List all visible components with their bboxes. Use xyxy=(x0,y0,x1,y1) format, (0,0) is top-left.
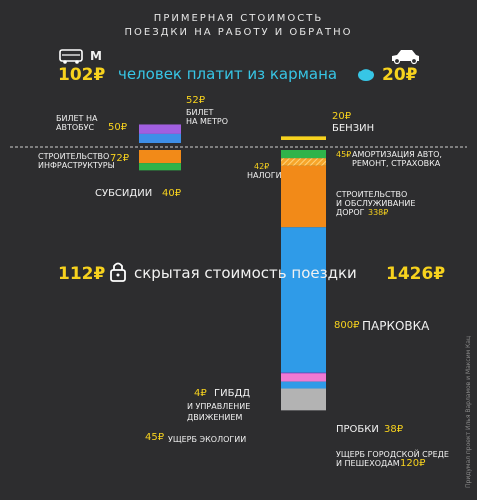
credits: Придумал проект Илья Варламов и Максим К… xyxy=(465,335,472,488)
bar-city_damage xyxy=(281,388,326,411)
ecology-label: УЩЕРБ ЭКОЛОГИИ xyxy=(168,435,247,444)
car-out-of-pocket-total: 20₽ xyxy=(382,65,418,85)
bar-infrastructure xyxy=(139,150,181,164)
metro-icon: М xyxy=(90,49,102,63)
car-icon xyxy=(392,50,419,65)
bar-parking xyxy=(281,227,326,373)
bar-subsidies xyxy=(139,163,181,171)
bar-roads xyxy=(281,165,326,228)
roads-value: 338₽ xyxy=(368,208,389,217)
ecology-value: 45₽ xyxy=(145,432,165,443)
bar-amortization xyxy=(281,150,326,159)
title-line-1: ПРИМЕРНАЯ СТОИМОСТЬ xyxy=(153,13,324,24)
out-of-pocket-label: человек платит из кармана xyxy=(118,65,338,83)
parking-label: ПАРКОВКА xyxy=(362,319,430,333)
bar-taxes xyxy=(281,158,326,166)
bar-traffic xyxy=(281,381,326,389)
roads-label: СТРОИТЕЛЬСТВО И ОБСЛУЖИВАНИЕ ДОРОГ xyxy=(336,190,416,217)
bus-ticket-value: 50₽ xyxy=(108,122,128,133)
public-hidden-total: 112₽ xyxy=(58,264,106,284)
bar-police xyxy=(281,372,326,374)
subsidies-label: СУБСИДИИ xyxy=(95,188,153,199)
bar-fuel xyxy=(281,136,326,140)
metro-ticket-label: БИЛЕТ НА МЕТРО xyxy=(186,108,228,126)
taxes-value: 42₽ xyxy=(254,162,270,171)
subsidies-value: 40₽ xyxy=(162,188,182,199)
police-label-1: ГИБДД xyxy=(214,388,251,399)
infrastructure-value: 72₽ xyxy=(110,153,130,164)
bus-ticket-label: БИЛЕТ НА АВТОБУС xyxy=(56,114,98,132)
wallet-icon xyxy=(358,67,374,81)
bus-icon xyxy=(59,49,83,64)
city-damage-value: 120₽ xyxy=(400,458,426,469)
infrastructure-label: СТРОИТЕЛЬСТВО ИНФРАСТРУКТУРЫ xyxy=(38,152,115,170)
traffic-value: 38₽ xyxy=(384,424,404,435)
metro-ticket-value: 52₽ xyxy=(186,95,206,106)
city-damage-label: УЩЕРБ ГОРОДСКОЙ СРЕДЕ И ПЕШЕХОДАМ xyxy=(336,450,449,468)
bar-bus xyxy=(139,133,181,143)
hidden-cost-label: скрытая стоимость поездки xyxy=(134,264,357,282)
police-label-2: И УПРАВЛЕНИЕ xyxy=(187,402,251,411)
amortization-label: АМОРТИЗАЦИЯ АВТО, РЕМОНТ, СТРАХОВКА xyxy=(352,150,442,168)
police-label-3: ДВИЖЕНИЕМ xyxy=(187,413,243,422)
fuel-label: БЕНЗИН xyxy=(332,123,375,134)
bar-metro xyxy=(139,124,181,134)
car-hidden-total: 1426₽ xyxy=(386,264,446,284)
title-line-2: ПОЕЗДКИ НА РАБОТУ И ОБРАТНО xyxy=(124,27,353,38)
traffic-label: ПРОБКИ xyxy=(336,424,379,435)
taxes-label: НАЛОГИ xyxy=(247,171,282,180)
police-value: 4₽ xyxy=(194,388,207,399)
public-out-of-pocket-total: 102₽ xyxy=(58,65,106,85)
lock-icon xyxy=(110,262,126,282)
fuel-value: 20₽ xyxy=(332,111,352,122)
parking-value: 800₽ xyxy=(334,320,360,331)
amortization-value: 45₽ xyxy=(336,150,352,159)
bar-ecology xyxy=(281,373,326,382)
bars-group xyxy=(139,124,326,411)
